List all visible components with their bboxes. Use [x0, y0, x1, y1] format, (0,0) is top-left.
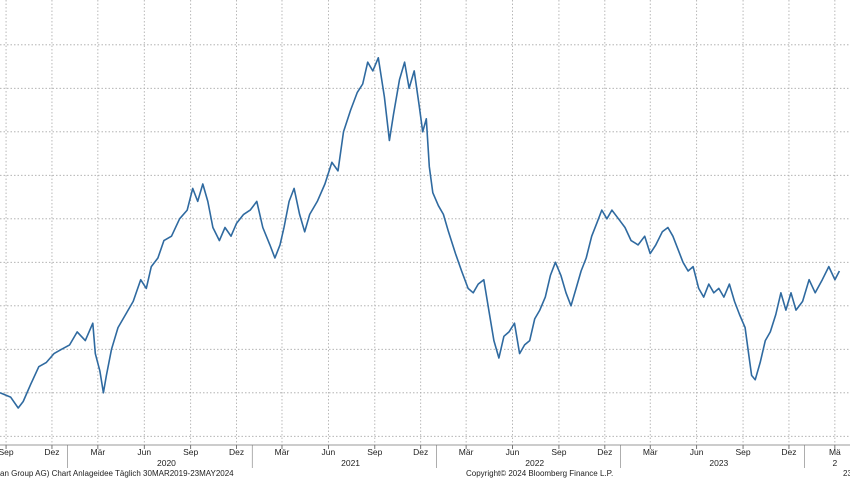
series-line-0	[0, 56, 841, 409]
year-label-4: 2	[832, 458, 837, 468]
footer-chart-description: an Group AG) Chart Anlageidee Täglich 30…	[0, 469, 234, 478]
x-tick-label-8: Sep	[367, 447, 382, 457]
x-tick-label-5: Dez	[229, 447, 244, 457]
year-label-3: 2023	[709, 458, 728, 468]
x-tick-label-9: Dez	[413, 447, 428, 457]
x-tick-label-3: Jun	[137, 447, 151, 457]
year-label-0: 2020	[157, 458, 176, 468]
x-axis: Sep Dez Mär Jun Sep Dez Mär Jun Sep Dez Mär Jun Sep D…	[0, 444, 850, 468]
year-label-2: 2022	[525, 458, 544, 468]
x-tick-label-13: Dez	[597, 447, 612, 457]
chart-gridlines	[0, 0, 850, 445]
footer-copyright: Copyright© 2024 Bloomberg Finance L.P.	[466, 469, 613, 478]
chart-series	[0, 56, 841, 409]
x-tick-label-11: Jun	[506, 447, 520, 457]
x-tick-label-0: Sep	[0, 447, 14, 457]
x-tick-label-7: Jun	[322, 447, 336, 457]
x-tick-label-15: Jun	[690, 447, 704, 457]
x-tick-label-2: Mär	[91, 447, 106, 457]
x-tick-label-4: Sep	[183, 447, 198, 457]
footer-edge-date: 23	[843, 469, 850, 478]
x-tick-label-18: Mä	[829, 447, 841, 457]
x-tick-label-16: Sep	[735, 447, 750, 457]
x-tick-label-10: Mär	[459, 447, 474, 457]
x-tick-label-17: Dez	[781, 447, 796, 457]
chart-footer: an Group AG) Chart Anlageidee Täglich 30…	[0, 469, 850, 478]
year-label-1: 2021	[341, 458, 360, 468]
x-tick-label-6: Mär	[275, 447, 290, 457]
x-tick-label-14: Mär	[643, 447, 658, 457]
x-tick-label-1: Dez	[44, 447, 59, 457]
x-tick-label-12: Sep	[551, 447, 566, 457]
